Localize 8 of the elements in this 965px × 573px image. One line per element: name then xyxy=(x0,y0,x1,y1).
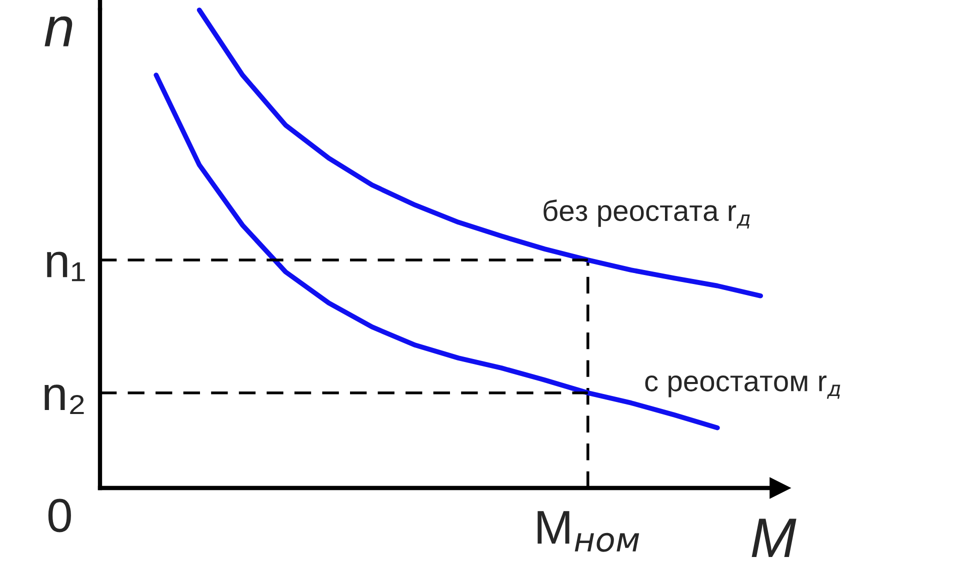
x-axis-title: M xyxy=(752,518,796,557)
series-label: без реостата r$_{д}$ xyxy=(544,199,750,228)
text: M$_{ном}$ xyxy=(538,511,640,552)
ref-line-label: n₂ xyxy=(44,384,84,414)
ref-line-label: n₁ xyxy=(47,252,85,282)
y-axis-title: n xyxy=(44,16,72,46)
text: 0 xyxy=(48,498,71,532)
series-label: с реостатом r$_{д}$ xyxy=(645,375,840,399)
